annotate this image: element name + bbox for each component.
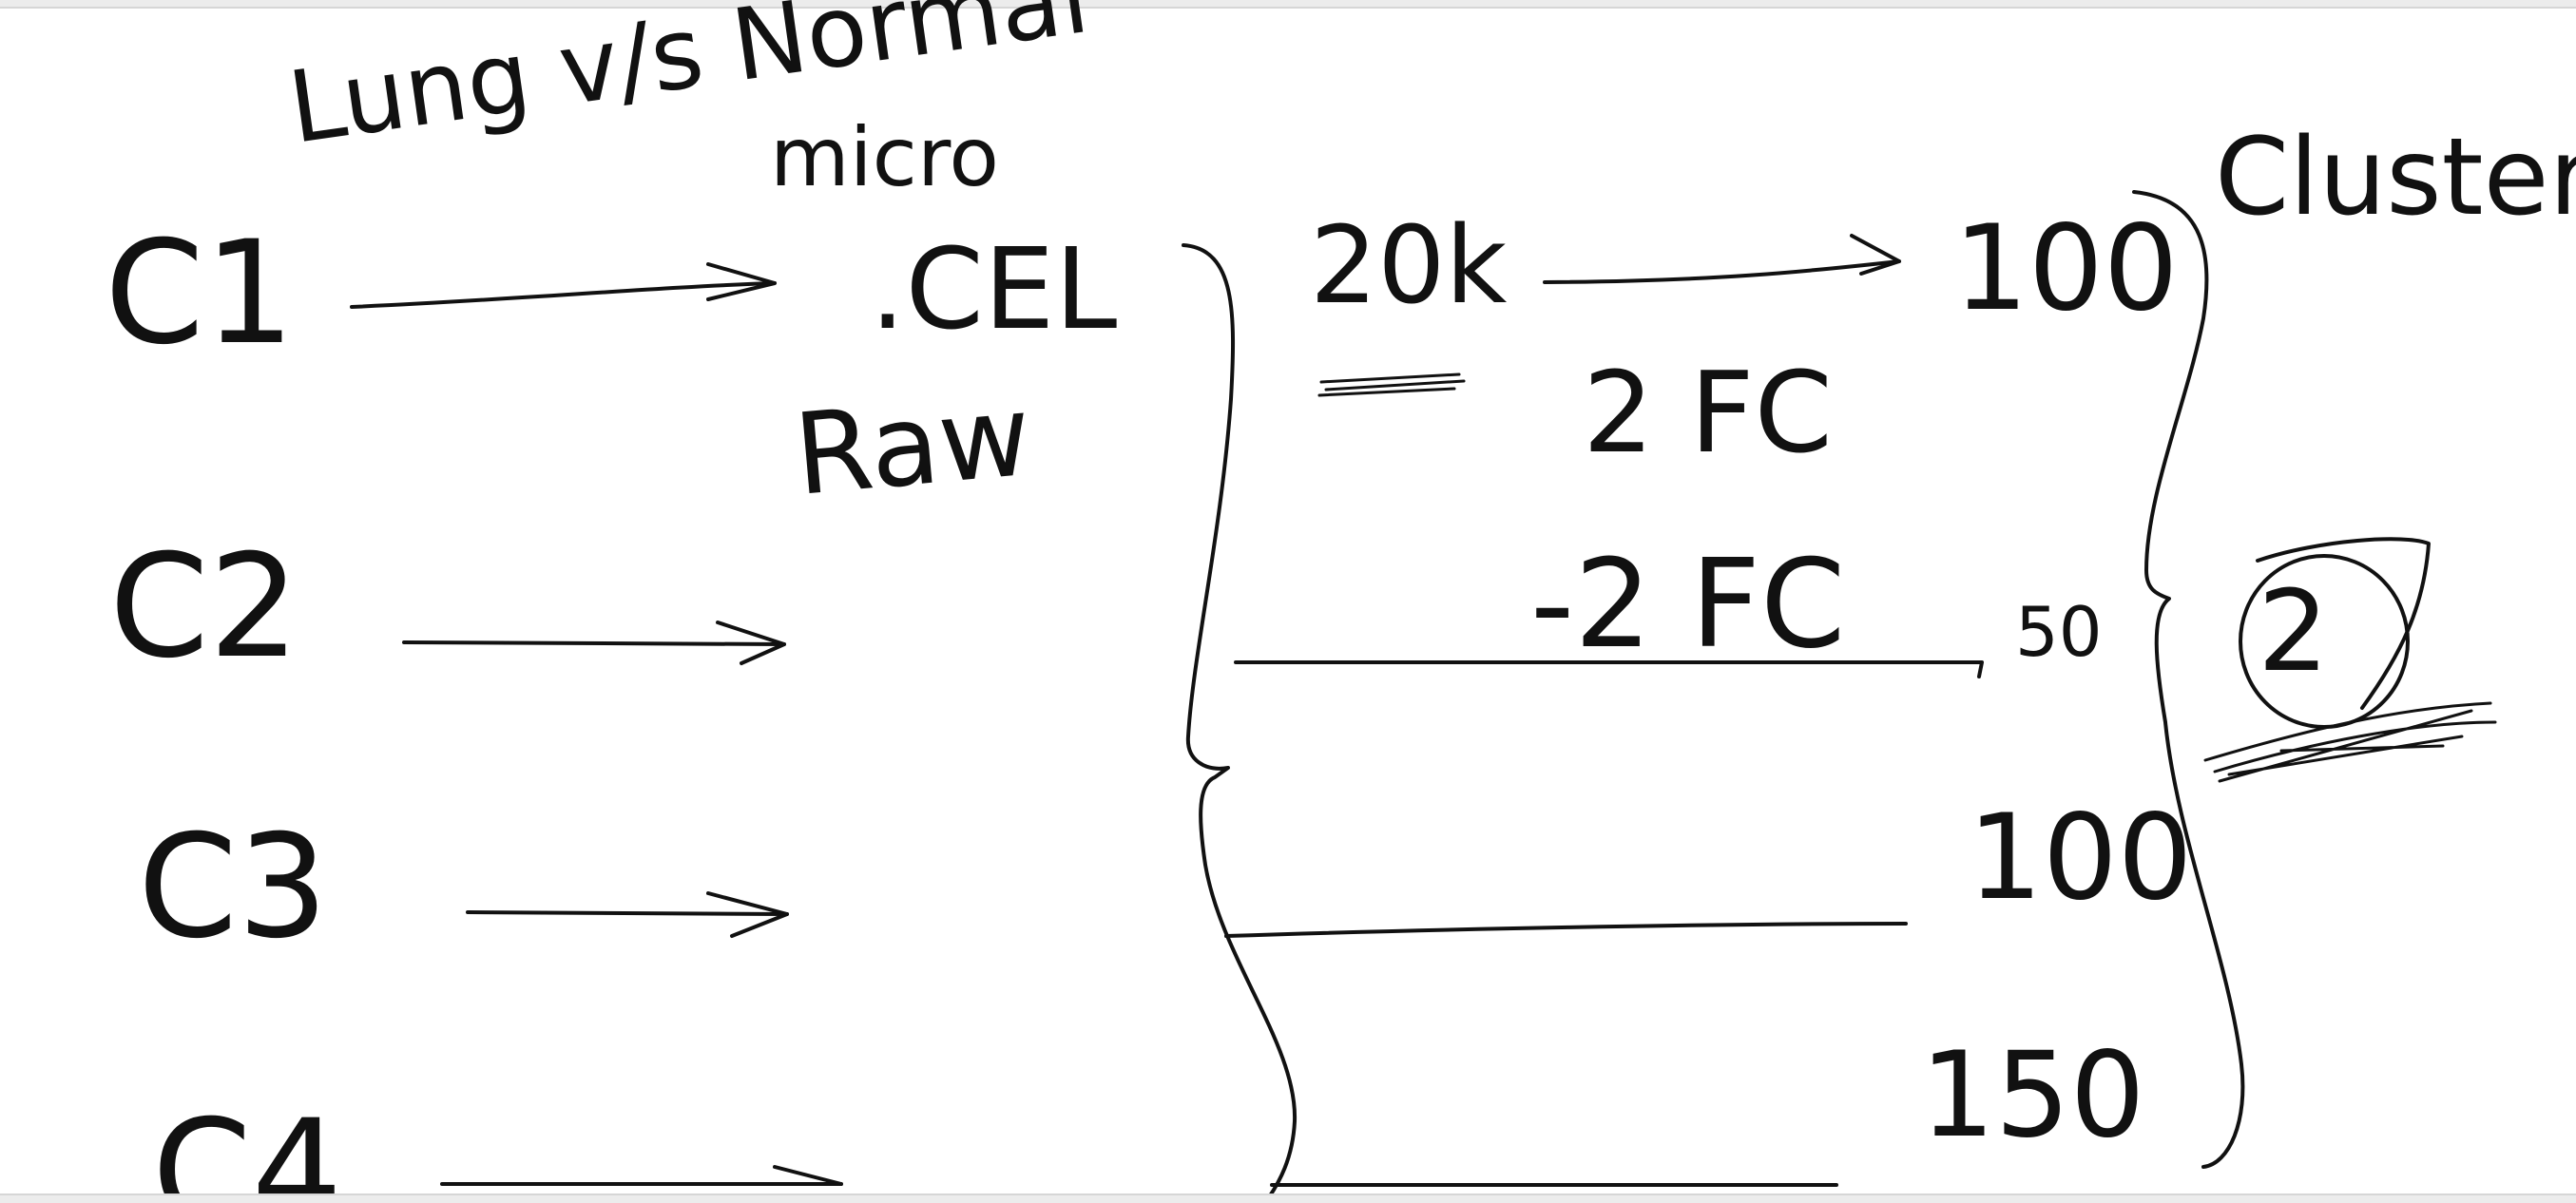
selections-grouping-brace bbox=[2132, 190, 2245, 1169]
divider-line-1 bbox=[1234, 660, 1984, 678]
cluster-count-marker: 2 bbox=[2203, 537, 2497, 783]
selection-count-1: 100 bbox=[1953, 200, 2179, 337]
arrow-c1 bbox=[350, 262, 777, 309]
raw-label: Raw bbox=[789, 370, 1035, 521]
arrow-c3 bbox=[466, 891, 789, 938]
sample-label-c1: C1 bbox=[105, 211, 295, 376]
files-grouping-brace bbox=[1182, 243, 1298, 1199]
arrow-c2 bbox=[402, 621, 786, 665]
divider-line-2 bbox=[1224, 922, 1908, 938]
sample-label-c2: C2 bbox=[109, 525, 299, 690]
cluster-count-label: 2 bbox=[2258, 565, 2329, 697]
canvas-top-border bbox=[0, 0, 2576, 9]
fold-change-down-label: -2 FC bbox=[1530, 534, 1845, 676]
selection-count-4: 150 bbox=[1920, 1027, 2145, 1164]
sample-label-c3: C3 bbox=[138, 805, 328, 970]
title-line-2: micro bbox=[770, 110, 999, 205]
selection-count-3: 100 bbox=[1968, 790, 2193, 926]
gene-count-underline bbox=[1317, 372, 1466, 397]
arrow-c4 bbox=[440, 1165, 843, 1186]
canvas-bottom-border bbox=[0, 1193, 2576, 1203]
arrow-20k-to-100 bbox=[1543, 234, 1901, 284]
cluster-count-underline bbox=[2203, 701, 2497, 783]
method-label: Clustering bbox=[2215, 116, 2576, 239]
selection-count-2: 50 bbox=[2015, 592, 2103, 672]
sample-label-c4: C4 bbox=[152, 1090, 342, 1201]
file-format-label: .CEL bbox=[870, 223, 1117, 354]
fold-change-up-label: 2 FC bbox=[1583, 347, 1833, 478]
gene-count-label: 20k bbox=[1310, 204, 1508, 328]
